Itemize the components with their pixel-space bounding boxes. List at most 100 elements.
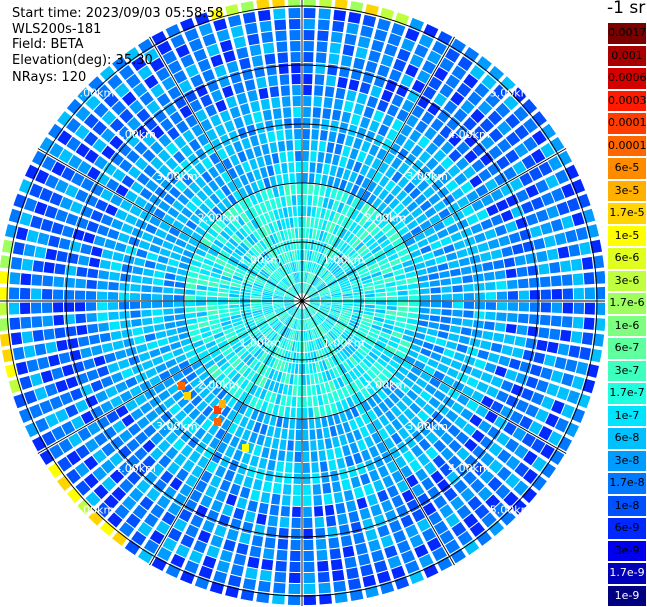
ppi-gate [185,289,196,295]
ppi-gate [402,377,414,388]
ppi-gate [178,332,190,340]
ppi-gate [300,283,302,293]
ppi-gate [291,396,297,407]
ppi-gate [366,222,377,233]
ppi-gate [149,194,162,206]
ppi-gate [174,295,185,301]
ppi-gate [322,163,331,175]
ppi-gate [496,280,507,290]
ppi-gate [186,277,198,284]
ppi-gate [130,284,141,292]
ppi-gate [319,461,328,472]
ppi-gate [443,487,458,502]
ppi-gate [258,87,269,100]
ppi-gate [439,83,454,98]
ppi-gate [258,338,267,347]
ppi-gate [120,273,131,282]
ppi-gate [375,297,386,301]
ppi-gate [263,378,272,390]
ppi-gate [492,502,508,518]
ppi-gate [452,309,463,317]
ppi-gate [471,264,483,273]
ppi-gate [494,172,508,186]
ppi-gate [185,64,199,78]
ppi-gate [417,320,429,327]
ppi-gate [500,405,514,419]
ppi-gate [0,333,12,347]
units-label: -1 sr [607,0,646,18]
ppi-gate [336,365,344,376]
range-ring-label: 2.00km [365,212,407,225]
ppi-gate [332,200,340,212]
ppi-gate [273,322,282,331]
ppi-gate [230,286,241,291]
ppi-gate [536,339,548,352]
ppi-gate [304,284,310,294]
ppi-gate [385,314,396,321]
ppi-gate [216,441,228,454]
ppi-gate [208,423,219,436]
ppi-gate [260,492,271,504]
ppi-gate [199,326,211,334]
ppi-gate [467,496,483,511]
ppi-gate [509,410,524,425]
ppi-gate [312,362,317,373]
ppi-gate [519,415,533,430]
ppi-gate [443,348,455,358]
ppi-gate [431,179,444,192]
ppi-gate [510,205,524,218]
ppi-gate [198,350,209,359]
ppi-gate [285,293,295,299]
ppi-gate [294,319,298,330]
ppi-gate [119,522,135,537]
ppi-gate [112,530,128,546]
ppi-gate [471,159,485,173]
ppi-gate [34,246,47,259]
ppi-gate [490,214,504,226]
ppi-gate [152,294,163,301]
ppi-gate [388,232,400,243]
ppi-gate [540,123,556,140]
ppi-gate [284,339,290,350]
ppi-gate [304,308,310,318]
ppi-gate [328,331,336,341]
ppi-gate [142,133,156,147]
ppi-gate [34,386,48,401]
ppi-gate [319,593,332,605]
ppi-gate [441,286,452,293]
ppi-gate [313,351,318,362]
ppi-gate [119,108,134,124]
ppi-gate [466,214,479,226]
ppi-gate [272,358,280,369]
ppi-gate [316,162,323,174]
ppi-gate [228,354,239,365]
ppi-gate [420,348,432,357]
ppi-gate [247,33,260,46]
ppi-gate [325,221,332,232]
ppi-gate [337,77,348,89]
colorbar-level: 1.7e-9 [607,562,647,585]
ppi-gate [461,205,475,217]
ppi-gate [268,261,276,271]
ppi-gate [341,386,350,398]
ppi-gate [482,261,494,272]
ppi-gate [98,270,110,280]
ppi-gate [149,215,162,227]
ppi-gate [125,376,138,388]
ppi-gate [309,363,313,374]
ppi-gate [141,360,154,370]
ppi-gate [349,442,359,454]
ppi-gate [347,270,358,278]
ppi-gate [469,522,485,537]
ppi-gate [109,321,121,331]
ppi-gate [212,206,223,218]
ppi-gate [227,396,238,408]
ppi-gate [446,367,459,379]
ppi-gate [347,124,358,137]
ppi-gate [463,293,474,300]
ppi-gate [219,214,230,225]
ppi-gate [119,390,133,403]
ppi-gate [107,74,123,90]
ppi-gate [564,164,579,180]
ppi-gate [386,291,397,296]
